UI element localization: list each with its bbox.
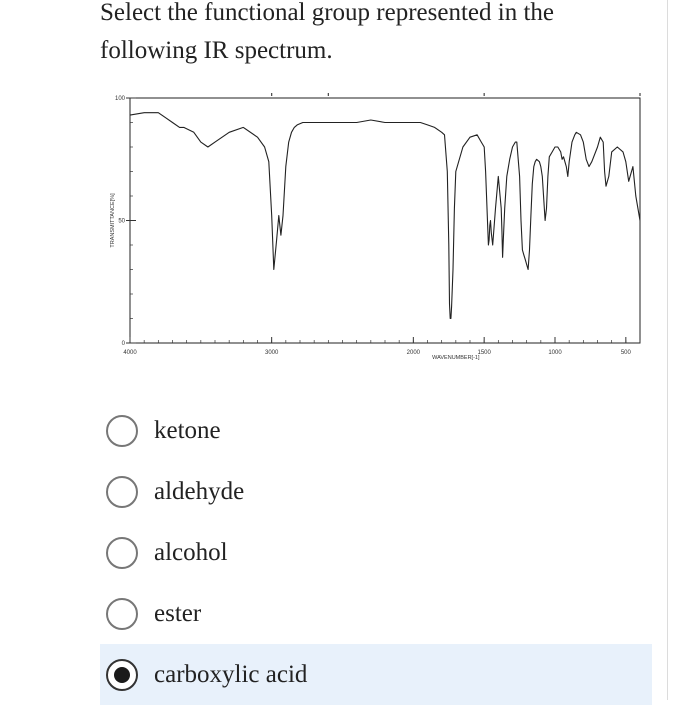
option-ester[interactable]: ester — [100, 583, 652, 644]
option-label: ketone — [154, 416, 221, 444]
x-tick-label: 1000 — [548, 350, 562, 356]
radio-button[interactable] — [106, 475, 138, 508]
right-divider — [667, 0, 668, 700]
plot-frame — [129, 97, 641, 344]
question-text: Select the functional group represented … — [100, 0, 660, 70]
answer-options: ketone aldehyde alcohol ester carboxylic… — [100, 400, 652, 705]
question-line-2: following IR spectrum. — [100, 37, 333, 64]
option-label: aldehyde — [154, 477, 245, 505]
y-axis-label: TRANSMITTANCE[%] — [110, 193, 116, 248]
radio-button[interactable] — [106, 597, 138, 630]
radio-dot — [114, 666, 130, 683]
y-tick-label: 0 — [122, 341, 126, 347]
option-aldehyde[interactable]: aldehyde — [100, 461, 652, 522]
radio-button[interactable] — [106, 658, 138, 691]
ir-spectrum-chart: 4000 3000 2000 1500 1000 500 0 50 100 WAVENUMBER[… — [100, 88, 660, 378]
x-axis-label: WAVENUMBER[-1] — [432, 355, 480, 361]
radio-button[interactable] — [106, 536, 138, 569]
option-label: ester — [154, 599, 202, 627]
x-tick-label: 3000 — [265, 350, 279, 356]
option-label: carboxylic acid — [154, 660, 308, 688]
spectrum-line — [129, 112, 641, 320]
x-tick-label: 4000 — [123, 350, 137, 356]
x-tick-label: 500 — [621, 350, 632, 356]
x-tick-label: 2000 — [407, 350, 421, 356]
x-tick-label: 1500 — [477, 350, 491, 356]
option-label: alcohol — [154, 538, 228, 566]
option-carboxylic-acid[interactable]: carboxylic acid — [100, 644, 652, 705]
radio-button[interactable] — [106, 414, 138, 447]
y-tick-label: 100 — [115, 96, 126, 102]
y-tick-label: 50 — [118, 219, 125, 225]
question-line-1: Select the functional group represented … — [100, 0, 555, 26]
ir-spectrum-svg: 4000 3000 2000 1500 1000 500 0 50 100 WAVENUMBER[… — [110, 93, 641, 361]
option-alcohol[interactable]: alcohol — [100, 522, 652, 583]
option-ketone[interactable]: ketone — [100, 400, 652, 461]
